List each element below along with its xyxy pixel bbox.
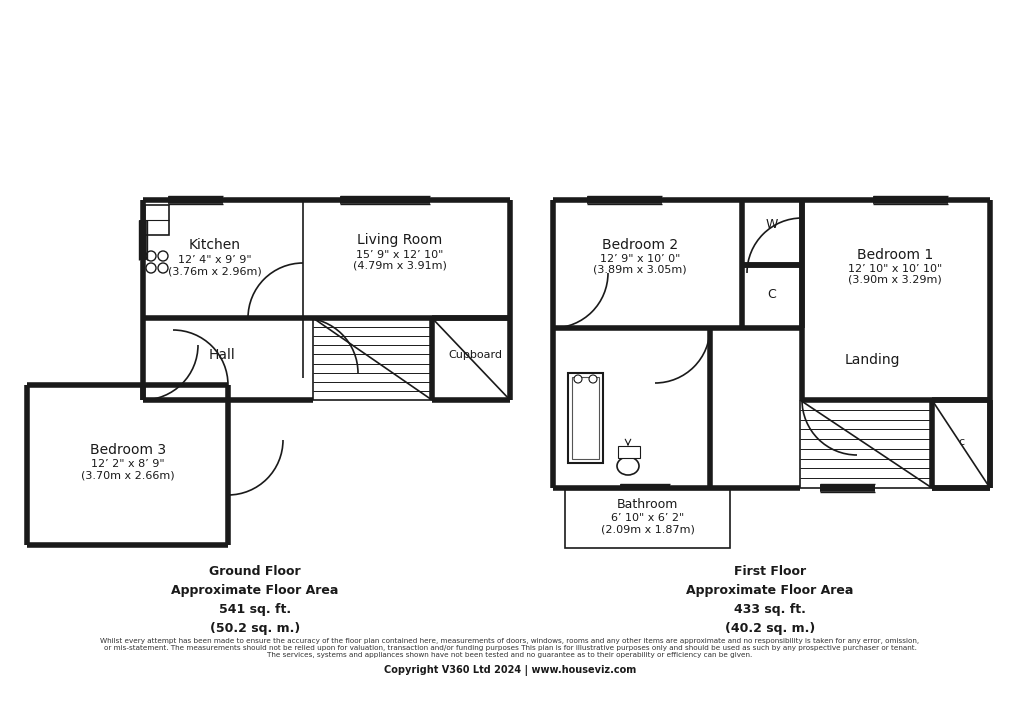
Text: W: W (765, 218, 777, 232)
Text: C: C (767, 289, 775, 302)
Bar (145, 205, 169, 235)
Text: 12’ 9" x 10’ 0": 12’ 9" x 10’ 0" (599, 254, 680, 264)
Text: Kitchen: Kitchen (189, 238, 240, 252)
Circle shape (146, 263, 156, 273)
Text: (3.76m x 2.96m): (3.76m x 2.96m) (168, 266, 262, 276)
Text: (2.09m x 1.87m): (2.09m x 1.87m) (587, 518, 681, 528)
Text: c: c (957, 437, 963, 447)
Text: Hall: Hall (209, 348, 235, 362)
Bar (568, 373, 602, 463)
Text: 6’ 10" x 6’ 2": 6’ 10" x 6’ 2" (597, 507, 669, 517)
Text: Bedroom 3: Bedroom 3 (90, 443, 166, 457)
Text: The services, systems and appliances shown have not been tested and no guarantee: The services, systems and appliances sho… (267, 652, 752, 658)
Text: Bathroom: Bathroom (616, 498, 678, 510)
Text: 12’ 10" x 10’ 10": 12’ 10" x 10’ 10" (847, 264, 942, 274)
Circle shape (146, 251, 156, 261)
Text: (3.70m x 2.66m): (3.70m x 2.66m) (82, 470, 174, 480)
Text: 12’ 4" x 9’ 9": 12’ 4" x 9’ 9" (178, 255, 252, 265)
Circle shape (158, 263, 168, 273)
Text: 12’ 2" x 8’ 9": 12’ 2" x 8’ 9" (91, 459, 165, 469)
Text: Living Room: Living Room (357, 233, 442, 247)
Bar (572, 377, 598, 459)
Text: Copyright V360 Ltd 2024 | www.houseviz.com: Copyright V360 Ltd 2024 | www.houseviz.c… (383, 665, 636, 676)
Bar (618, 446, 639, 458)
Text: Bedroom 2: Bedroom 2 (601, 238, 678, 252)
Bar (565, 490, 730, 548)
Text: 15’ 9" x 12’ 10": 15’ 9" x 12’ 10" (356, 250, 443, 260)
Text: (2.09m x 1.87m): (2.09m x 1.87m) (600, 525, 694, 535)
Text: 6’ 10" x 6’ 2": 6’ 10" x 6’ 2" (610, 513, 684, 523)
Circle shape (574, 375, 582, 383)
Circle shape (158, 251, 168, 261)
Text: Cupboard: Cupboard (447, 350, 501, 360)
Text: First Floor
Approximate Floor Area
433 sq. ft.
(40.2 sq. m.): First Floor Approximate Floor Area 433 s… (686, 565, 853, 635)
Text: Bathroom: Bathroom (602, 493, 664, 506)
Text: (4.79m x 3.91m): (4.79m x 3.91m) (353, 261, 446, 271)
Text: Whilst every attempt has been made to ensure the accuracy of the floor plan cont: Whilst every attempt has been made to en… (100, 638, 919, 644)
Circle shape (588, 375, 596, 383)
Ellipse shape (616, 457, 638, 475)
Text: Bedroom 1: Bedroom 1 (856, 248, 932, 262)
Text: Ground Floor
Approximate Floor Area
541 sq. ft.
(50.2 sq. m.): Ground Floor Approximate Floor Area 541 … (171, 565, 338, 635)
Text: (3.90m x 3.29m): (3.90m x 3.29m) (847, 275, 941, 285)
Text: (3.89m x 3.05m): (3.89m x 3.05m) (593, 265, 686, 275)
Text: Landing: Landing (844, 353, 899, 367)
Text: or mis-statement. The measurements should not be relied upon for valuation, tran: or mis-statement. The measurements shoul… (104, 645, 915, 651)
